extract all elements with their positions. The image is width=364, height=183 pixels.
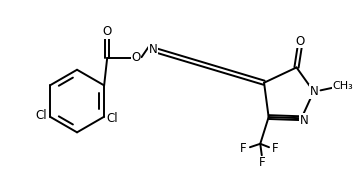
Text: F: F: [272, 142, 279, 155]
Text: O: O: [296, 35, 305, 48]
Text: N: N: [310, 85, 319, 98]
Text: O: O: [103, 25, 112, 38]
Text: N: N: [299, 114, 308, 127]
Text: N: N: [149, 43, 157, 56]
Text: CH₃: CH₃: [333, 81, 353, 91]
Text: Cl: Cl: [107, 112, 118, 125]
Text: O: O: [131, 51, 141, 64]
Text: F: F: [240, 142, 247, 155]
Text: F: F: [259, 156, 265, 169]
Text: N: N: [149, 43, 157, 56]
Text: Cl: Cl: [36, 109, 47, 122]
